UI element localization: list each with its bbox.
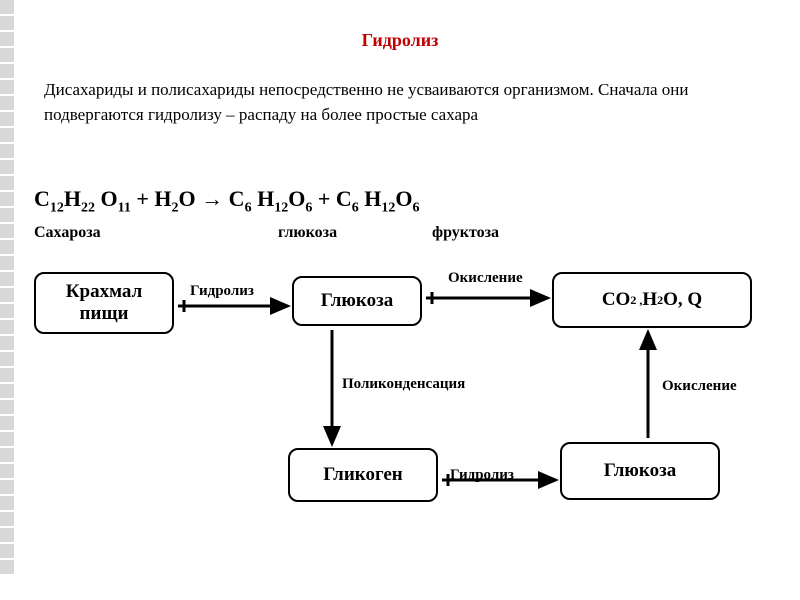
node-glucose-1: Глюкоза [292,276,422,326]
eq-label-sucrose: Сахароза [34,224,274,242]
page-title: Гидролиз [0,30,800,51]
eq-product-1: C6 H12O6 [229,186,313,211]
eq-plus-1: + [136,186,154,211]
eq-product-2: C6 H12O6 [336,186,420,211]
edge-label-oxidation-1: Окисление [448,270,523,287]
edge-label-hydrolysis-2: Гидролиз [450,467,514,484]
node-co2: CO2 , H2O, Q [552,272,752,328]
title-text: Гидролиз [362,30,439,50]
edge-label-hydrolysis-1: Гидролиз [190,283,254,300]
edge-label-polycondensation: Поликонденсация [342,376,465,393]
eq-label-glucose: глюкоза [278,224,428,242]
intro-paragraph: Дисахариды и полисахариды непосредственн… [44,78,760,127]
eq-plus-2: + [318,186,336,211]
node-starch: Крахмалпищи [34,272,174,334]
eq-label-fructose: фруктоза [432,224,499,242]
eq-arrow: → [201,186,229,211]
equation-labels: Сахароза глюкоза фруктоза [34,224,499,242]
eq-reactant-1: C12H22 O11 [34,186,131,211]
eq-reactant-2: H2O [154,186,195,211]
equation: C12H22 O11 + H2O → C6 H12O6 + C6 H12O6 [34,186,420,216]
edge-label-oxidation-2: Окисление [662,378,737,395]
node-glucose-2: Глюкоза [560,442,720,500]
decorative-side-squares [0,0,24,600]
node-glycogen: Гликоген [288,448,438,502]
